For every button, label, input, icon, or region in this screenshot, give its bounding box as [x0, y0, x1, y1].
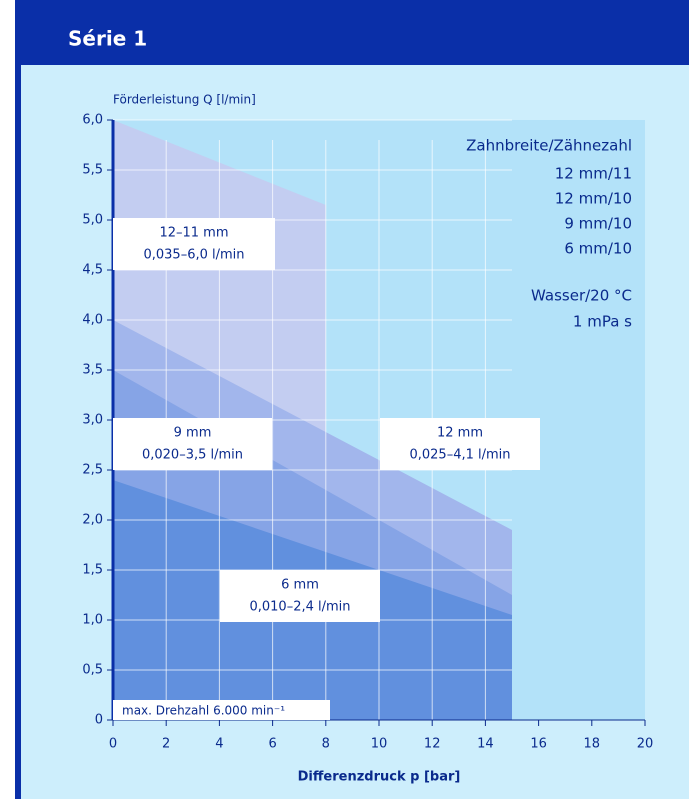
y-tick-label: 4,0	[82, 313, 103, 328]
series-range: 0,035–6,0 l/min	[143, 248, 244, 263]
y-tick-label: 0	[95, 713, 103, 728]
x-tick-label: 16	[530, 737, 547, 752]
x-tick-label: 18	[584, 737, 601, 752]
series-name: 12 mm	[437, 426, 483, 441]
x-tick-label: 0	[109, 737, 117, 752]
y-tick-label: 3,0	[82, 413, 103, 428]
header-bar	[15, 0, 689, 65]
medium-note: 1 mPa s	[573, 313, 632, 331]
x-axis-label: Differenzdruck p [bar]	[298, 770, 461, 785]
y-axis-label: Förderleistung Q [l/min]	[113, 93, 256, 107]
y-tick-label: 1,0	[82, 613, 103, 628]
series-range: 0,025–4,1 l/min	[409, 448, 510, 463]
y-tick-label: 5,5	[82, 163, 103, 178]
note: max. Drehzahl 6.000 min⁻¹	[122, 704, 285, 718]
label-box	[220, 570, 380, 622]
y-tick-label: 1,5	[82, 563, 103, 578]
x-tick-label: 14	[477, 737, 494, 752]
medium-note: Wasser/20 °C	[531, 287, 632, 305]
x-tick-label: 12	[424, 737, 441, 752]
series-name: 9 mm	[174, 426, 212, 441]
y-tick-label: 4,5	[82, 263, 103, 278]
legend-item: 12 mm/10	[555, 190, 632, 208]
legend-item: 9 mm/10	[564, 215, 632, 233]
y-tick-label: 0,5	[82, 663, 103, 678]
series-name: 12–11 mm	[159, 226, 228, 241]
x-tick-label: 2	[162, 737, 170, 752]
legend-item: 12 mm/11	[555, 165, 632, 183]
y-tick-label: 2,5	[82, 463, 103, 478]
x-tick-label: 4	[215, 737, 223, 752]
legend-item: 6 mm/10	[564, 240, 632, 258]
x-tick-label: 10	[371, 737, 388, 752]
x-tick-label: 20	[637, 737, 654, 752]
label-box	[380, 418, 540, 470]
note-box	[113, 700, 330, 720]
x-tick-label: 6	[268, 737, 276, 752]
y-tick-label: 6,0	[82, 113, 103, 128]
left-border	[15, 0, 21, 799]
label-box	[113, 418, 272, 470]
series-name: 6 mm	[281, 578, 319, 593]
series-range: 0,010–2,4 l/min	[249, 600, 350, 615]
legend-title: Zahnbreite/Zähnezahl	[466, 137, 632, 155]
y-tick-label: 2,0	[82, 513, 103, 528]
y-tick-label: 3,5	[82, 363, 103, 378]
label-box	[113, 218, 275, 270]
header-title: Série 1	[68, 27, 147, 51]
x-tick-label: 8	[322, 737, 330, 752]
series-range: 0,020–3,5 l/min	[142, 448, 243, 463]
y-tick-label: 5,0	[82, 213, 103, 228]
